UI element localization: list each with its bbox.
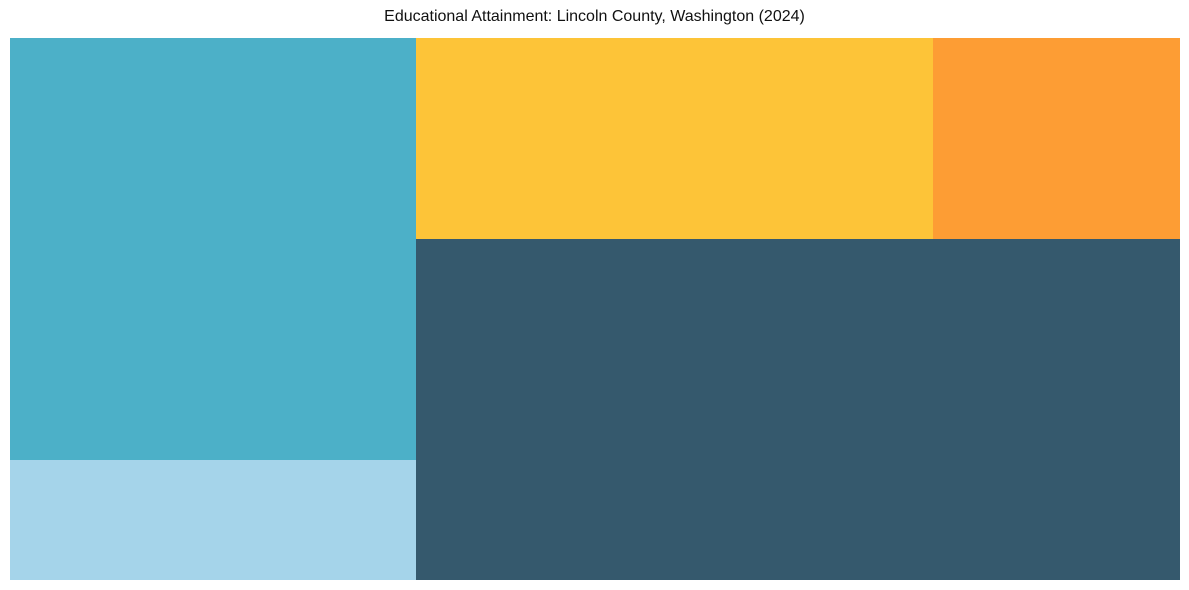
treemap-tile xyxy=(416,38,933,239)
treemap-plot-area xyxy=(10,38,1180,580)
treemap-tile xyxy=(933,38,1180,239)
treemap-tile xyxy=(10,460,416,580)
chart-title: Educational Attainment: Lincoln County, … xyxy=(384,8,805,25)
treemap-tile xyxy=(10,38,416,460)
treemap-tile xyxy=(416,239,1180,580)
